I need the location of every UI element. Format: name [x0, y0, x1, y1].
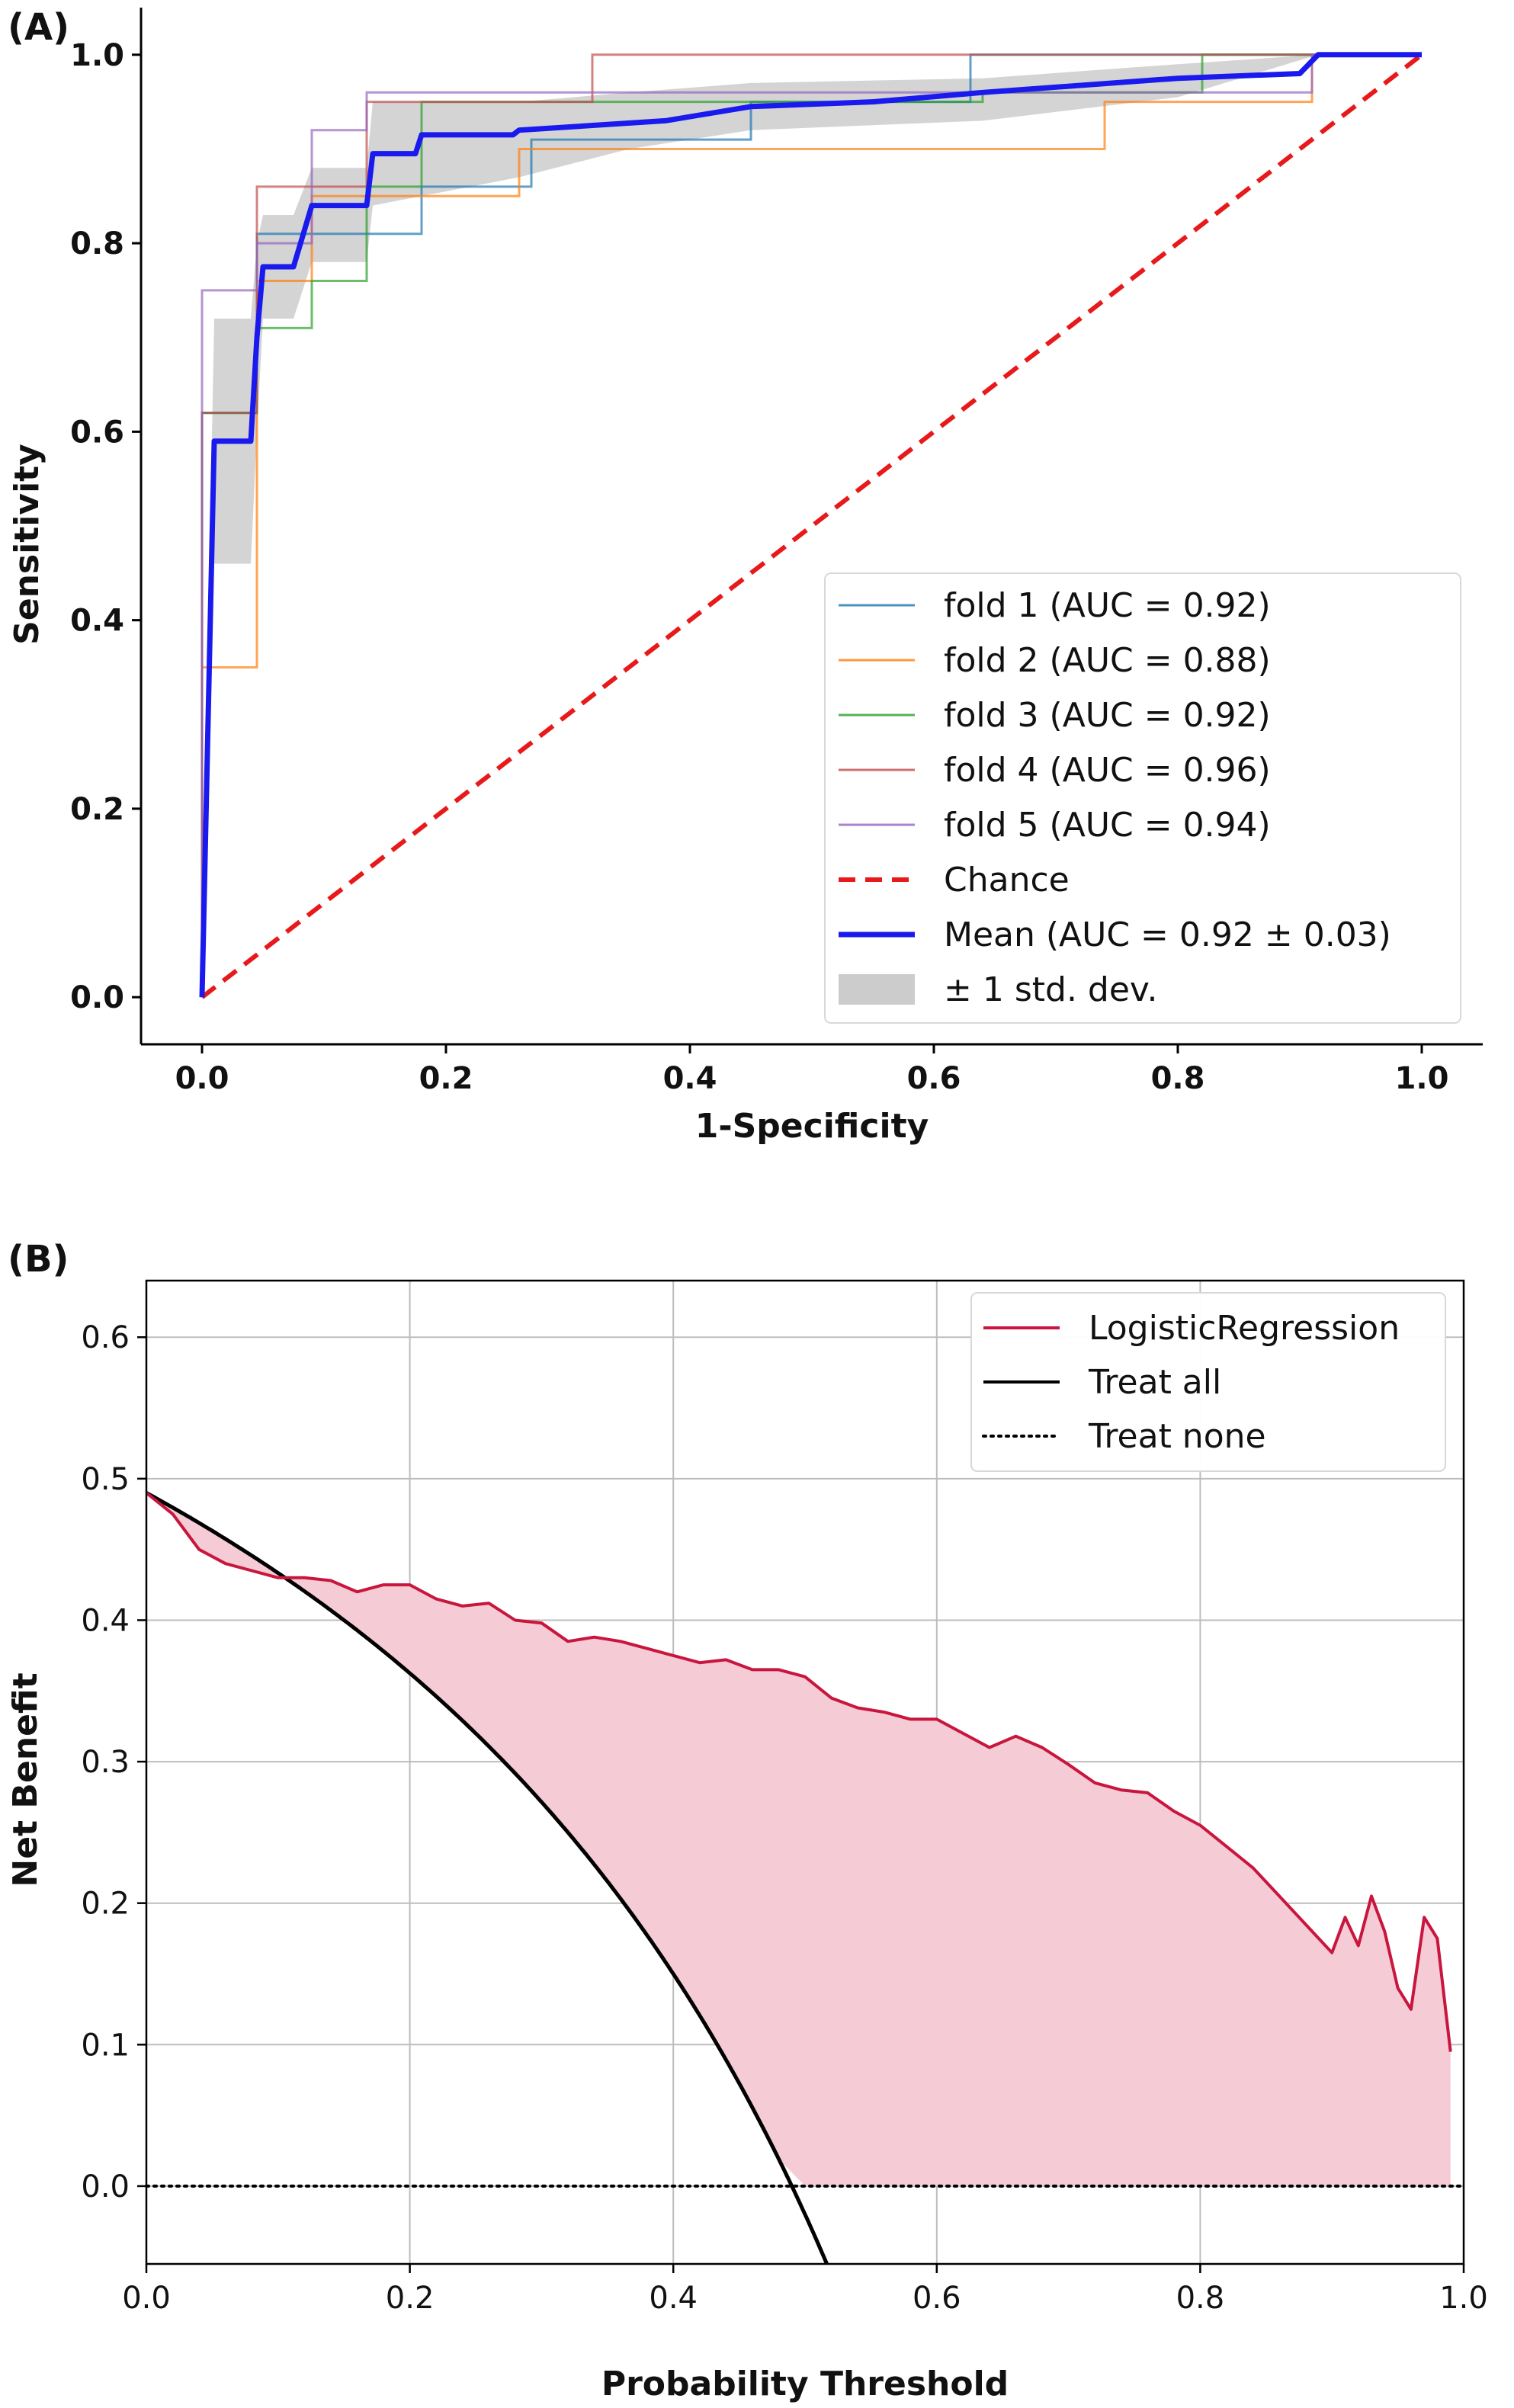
roc-legend-label: fold 5 (AUC = 0.94): [944, 806, 1271, 845]
dca-legend-label: Treat none: [1088, 1417, 1266, 1456]
dca-lines-layer: [145, 1491, 1465, 2265]
roc-chance-line: [200, 53, 1423, 999]
roc-ticks: 0.0 0.2 0.4 0.6 0.8 1.0 0.0 0.2 0.4 0.6 0.8 1.0: [70, 38, 1448, 1096]
dca-x-tick-label: 0.8: [1176, 2281, 1225, 2316]
roc-y-axis-title: Sensitivity: [8, 444, 47, 645]
panel-label-b: (B): [8, 1238, 69, 1281]
dca-y-tick-label: 0.1: [81, 2028, 130, 2063]
roc-x-axis-title: 1-Specificity: [695, 1107, 929, 1146]
dca-x-tick-label: 0.6: [913, 2281, 961, 2316]
dca-legend-label: LogisticRegression: [1089, 1309, 1400, 1348]
dca-x-axis-title: Probability Threshold: [601, 2365, 1009, 2403]
roc-x-tick-label: 1.0: [1395, 1061, 1449, 1096]
dca-legend-label: Treat all: [1088, 1363, 1221, 1402]
roc-legend: fold 1 (AUC = 0.92) fold 2 (AUC = 0.88) fo…: [824, 572, 1461, 1024]
roc-y-tick-label: 1.0: [70, 38, 124, 73]
dca-logistic-regression-line: [145, 1491, 1452, 2052]
roc-legend-label: fold 1 (AUC = 0.92): [944, 586, 1271, 625]
roc-axes: [140, 8, 1483, 1046]
roc-legend-label: fold 2 (AUC = 0.88): [944, 641, 1271, 680]
roc-x-tick-label: 0.8: [1151, 1061, 1205, 1096]
dca-x-tick-label: 1.0: [1439, 2281, 1488, 2316]
roc-x-tick-label: 0.2: [419, 1061, 473, 1096]
roc-y-tick-label: 0.2: [70, 792, 124, 827]
dca-x-tick-label: 0.4: [649, 2281, 698, 2316]
roc-x-tick-label: 0.4: [663, 1061, 717, 1096]
dca-x-tick-label: 0.0: [122, 2281, 171, 2316]
roc-fold-2-line: [200, 53, 1422, 998]
dca-y-tick-label: 0.3: [81, 1745, 130, 1780]
dca-ticks: 0.0 0.2 0.4 0.6 0.8 1.0 0.0 0.1 0.2 0.3 0.4 0.5 0.6: [81, 1320, 1487, 2316]
dca-legend-box: [970, 1292, 1446, 1472]
roc-legend-label: fold 4 (AUC = 0.96): [944, 751, 1271, 790]
dca-legend: LogisticRegression Treat all Treat none: [970, 1292, 1446, 1472]
roc-legend-box: [824, 572, 1461, 1024]
roc-mean-line: [199, 52, 1422, 998]
dca-y-tick-label: 0.2: [81, 1887, 130, 1922]
roc-legend-label: Chance: [944, 861, 1070, 899]
roc-chart: (A) 0.0 0.2 0.4 0.6 0.8 1.0 0.0 0.2 0.4 0.6 0.8 1.0…: [8, 6, 1483, 1146]
roc-y-tick-label: 0.0: [70, 980, 124, 1015]
panel-label-a: (A): [8, 6, 69, 49]
roc-legend-label: Mean (AUC = 0.92 ± 0.03): [944, 915, 1391, 954]
roc-x-tick-label: 0.0: [175, 1061, 229, 1096]
dca-y-tick-label: 0.5: [81, 1462, 130, 1497]
dca-fill-layer: [146, 1493, 1451, 2186]
roc-fold-5-line: [200, 53, 1422, 998]
roc-y-tick-label: 0.4: [70, 604, 124, 639]
roc-legend-swatch-band: [839, 974, 915, 1005]
dca-benefit-fill: [146, 1493, 1451, 2186]
dca-axes: [145, 1279, 1465, 2265]
dca-plot-frame: [145, 1279, 1465, 2265]
roc-legend-label: fold 3 (AUC = 0.92): [944, 696, 1271, 735]
roc-legend-label: ± 1 std. dev.: [944, 970, 1158, 1009]
dca-y-axis-title: Net Benefit: [6, 1672, 45, 1887]
dca-x-tick-label: 0.2: [386, 2281, 435, 2316]
roc-lines-layer: [199, 52, 1423, 999]
dca-y-tick-label: 0.6: [81, 1320, 130, 1355]
roc-fold-4-line: [200, 53, 1422, 998]
dca-y-tick-label: 0.0: [81, 2169, 130, 2204]
roc-y-tick-label: 0.6: [70, 415, 124, 450]
roc-x-tick-label: 0.6: [907, 1061, 961, 1096]
decision-curve-chart: (B) 0.0 0.2 0.4 0.6 0.8 1.0 0.0 0.1 0.2 0.3 0.4 0.5…: [6, 1238, 1488, 2403]
dca-y-tick-label: 0.4: [81, 1603, 130, 1638]
roc-y-tick-label: 0.8: [70, 226, 124, 261]
dca-treat-all-line: [145, 1491, 829, 2265]
